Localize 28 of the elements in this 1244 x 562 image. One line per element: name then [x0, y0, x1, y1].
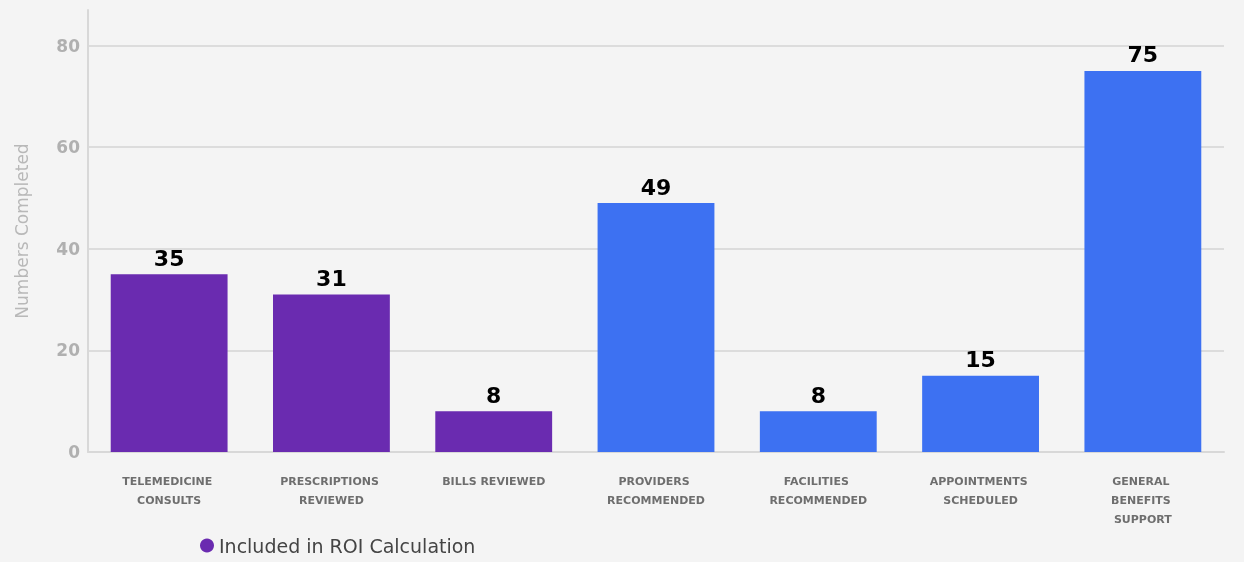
- data-label: 49: [640, 174, 672, 200]
- y-tick-label: 0: [68, 442, 81, 462]
- bar: [922, 375, 1039, 452]
- data-label: 8: [486, 382, 502, 408]
- x-tick-label: GENERAL BENEFITS SUPPORT: [1111, 475, 1175, 526]
- y-tick-label: 20: [56, 340, 81, 361]
- data-label: 35: [153, 245, 185, 271]
- data-label: 31: [316, 266, 347, 292]
- y-tick-label: 60: [56, 137, 81, 158]
- bar: [759, 411, 877, 452]
- x-tick-label: BILLS REVIEWED: [442, 475, 546, 488]
- x-tick-label: APPOINTMENTS SCHEDULED: [929, 475, 1032, 507]
- bar: [435, 411, 553, 452]
- bar: [597, 203, 715, 452]
- y-tick-label: 80: [56, 35, 81, 56]
- data-label: 75: [1127, 42, 1159, 68]
- y-tick-label: 40: [56, 238, 81, 259]
- bar: [110, 274, 228, 452]
- bar: [1084, 70, 1202, 452]
- x-tick-label: PROVIDERS RECOMMENDED: [607, 475, 705, 507]
- x-tick-label: PRESCRIPTIONS REVIEWED: [280, 475, 383, 507]
- data-label: 8: [810, 382, 826, 408]
- x-tick-label: FACILITIES RECOMMENDED: [769, 475, 868, 507]
- y-axis-title: Numbers Completed: [11, 143, 32, 319]
- bar: [273, 294, 390, 452]
- x-tick-label: TELEMEDICINE CONSULTS: [122, 475, 217, 507]
- data-label: 15: [965, 347, 996, 373]
- legend-label: Included in ROI Calculation: [219, 534, 476, 557]
